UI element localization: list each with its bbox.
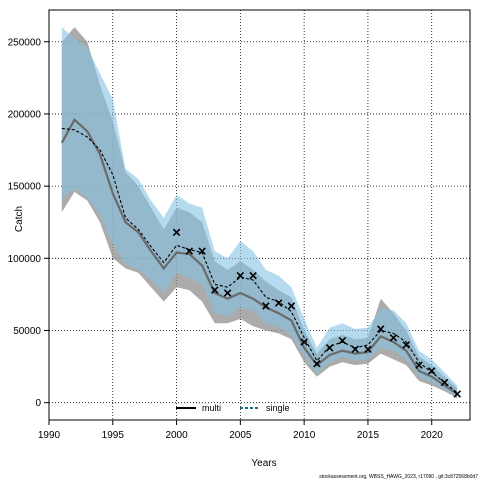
observed-point xyxy=(389,333,398,342)
observed-point-stroke xyxy=(440,378,449,387)
observed-point-stroke xyxy=(198,247,206,255)
observed-point xyxy=(376,325,385,333)
observed-point-stroke xyxy=(287,302,296,310)
observed-point xyxy=(313,359,321,368)
observed-point xyxy=(211,286,219,294)
x-axis: 1990 1995 2000 2005 2010 2015 2020 xyxy=(38,420,443,441)
observed-markers xyxy=(172,228,462,398)
single-series-line xyxy=(61,127,458,394)
legend-single-label: single xyxy=(266,403,290,413)
x-tick-label: 2015 xyxy=(357,430,380,441)
observed-point xyxy=(338,336,347,345)
y-axis: 0 50000 100000 150000 200000 250000 xyxy=(8,37,49,409)
y-tick-label: 0 xyxy=(35,398,41,409)
x-tick-label: 2010 xyxy=(293,430,316,441)
x-axis-title: Years xyxy=(251,458,276,469)
y-tick-label: 250000 xyxy=(8,37,42,48)
observed-point-stroke xyxy=(338,336,347,345)
observed-point-stroke xyxy=(427,367,436,375)
observed-point xyxy=(402,341,410,349)
multi-series-line xyxy=(60,117,458,395)
observed-point xyxy=(274,299,283,307)
observed-point-stroke xyxy=(300,338,308,346)
observed-point xyxy=(415,361,423,369)
observed-point xyxy=(223,289,232,297)
observed-point-stroke xyxy=(389,333,398,342)
observed-point xyxy=(440,378,449,387)
observed-point xyxy=(427,367,436,375)
observed-point-stroke xyxy=(402,341,410,349)
observed-point xyxy=(351,345,359,354)
observed-point-stroke xyxy=(172,228,181,237)
y-axis-title: Catch xyxy=(14,206,25,232)
observed-point-stroke xyxy=(185,247,194,255)
observed-point-stroke xyxy=(453,390,462,398)
x-tick-label: 2020 xyxy=(421,430,444,441)
legend: multi single xyxy=(176,403,290,413)
observed-point-stroke xyxy=(325,344,334,352)
observed-point xyxy=(172,228,181,237)
observed-point-stroke xyxy=(274,299,283,307)
observed-point-stroke xyxy=(211,286,219,294)
series-lines xyxy=(60,117,458,395)
y-tick-label: 50000 xyxy=(13,326,41,337)
observed-point-stroke xyxy=(313,359,321,368)
observed-point-stroke xyxy=(364,345,372,354)
observed-point-stroke xyxy=(236,271,245,280)
observed-point xyxy=(185,247,194,255)
y-tick-label: 100000 xyxy=(8,254,42,265)
observed-point-stroke xyxy=(415,361,423,369)
observed-point xyxy=(453,390,462,398)
observed-point xyxy=(249,271,257,280)
observed-point-stroke xyxy=(351,345,359,354)
x-tick-label: 1990 xyxy=(38,430,61,441)
observed-point-stroke xyxy=(262,302,270,310)
y-tick-label: 150000 xyxy=(8,182,42,193)
x-tick-label: 2000 xyxy=(165,430,188,441)
observed-point-stroke xyxy=(249,271,257,280)
observed-point xyxy=(236,271,245,280)
observed-point xyxy=(287,302,296,310)
plot-frame xyxy=(48,9,471,421)
legend-multi-label: multi xyxy=(202,403,221,413)
observed-point xyxy=(325,344,334,352)
source-caption: stockassessment.org, WBSS_HAWG_2023, r17… xyxy=(319,474,478,480)
x-tick-label: 2005 xyxy=(229,430,252,441)
x-tick-label: 1995 xyxy=(102,430,125,441)
observed-point xyxy=(364,345,372,354)
y-tick-label: 200000 xyxy=(8,109,42,120)
observed-point-stroke xyxy=(223,289,232,297)
observed-point xyxy=(198,247,206,255)
observed-point xyxy=(262,302,270,310)
observed-point xyxy=(300,338,308,346)
observed-point-stroke xyxy=(376,325,385,333)
